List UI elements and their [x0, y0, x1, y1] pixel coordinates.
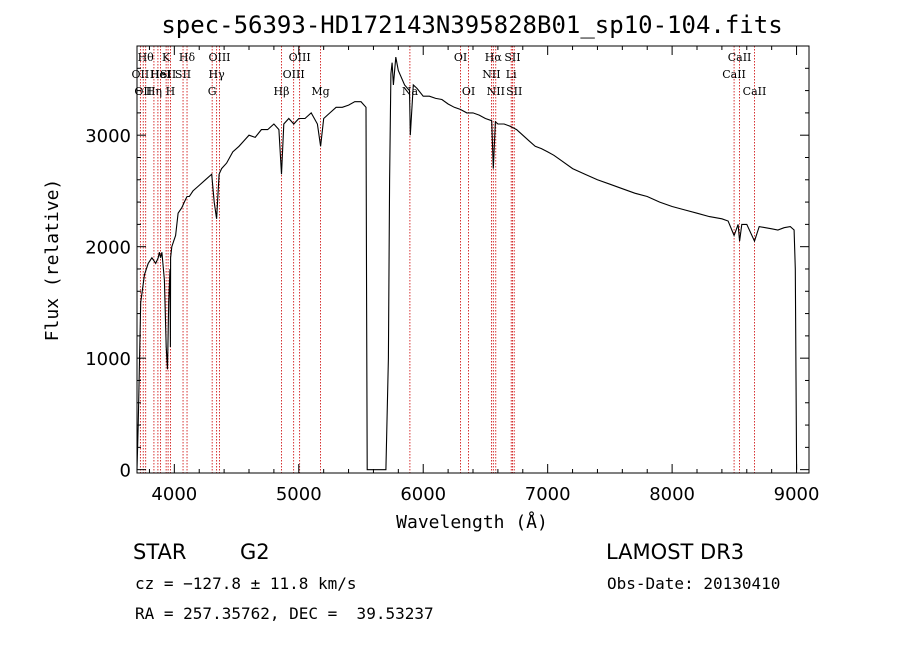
marker-label-28: CaII: [728, 51, 752, 64]
object-class: STAR: [133, 540, 187, 564]
marker-label-29: CaII: [743, 85, 767, 98]
marker-label-20: OI: [462, 85, 475, 98]
marker-label-11: G: [208, 85, 217, 98]
y-axis-ticks: 0 1000 2000 3000: [85, 67, 809, 482]
x-tick-label-4: 8000: [649, 484, 695, 505]
marker-label-23: NII: [487, 85, 505, 98]
x-tick-label-2: 6000: [400, 484, 446, 505]
x-axis-ticks: 4000 5000 6000 7000 8000 9000: [148, 46, 820, 505]
x-tick-label-1: 5000: [276, 484, 322, 505]
survey-name: LAMOST DR3: [606, 540, 745, 564]
coordinates: RA = 257.35762, DEC = 39.53237: [135, 604, 434, 623]
marker-label-16: OIII: [289, 51, 311, 64]
marker-label-9: SII: [175, 68, 191, 81]
marker-label-25: SII: [504, 51, 520, 64]
y-tick-label-0: 0: [120, 461, 131, 482]
marker-label-8: H: [166, 85, 176, 98]
marker-label-14: Hβ: [274, 85, 290, 98]
marker-label-12: Hγ: [209, 68, 226, 81]
marker-label-10: Hδ: [179, 51, 196, 64]
marker-label-1: OII: [134, 85, 152, 98]
x-axis-label: Wavelength (Å): [396, 511, 548, 533]
marker-label-22: Hα: [485, 51, 503, 64]
line-marker-labels: OIIOIIHθHηHeHeIKSIIHSIIHδGHγOIIIHβOIIIOI…: [132, 51, 767, 98]
marker-label-21: NII: [482, 68, 500, 81]
marker-label-19: OI: [454, 51, 467, 64]
marker-label-7: SII: [160, 68, 176, 81]
subclass: G2: [240, 540, 270, 564]
x-tick-label-5: 9000: [774, 484, 820, 505]
y-tick-label-2: 2000: [85, 238, 131, 259]
marker-label-3: Hη: [146, 85, 162, 98]
obs-date: Obs-Date: 20130410: [607, 574, 781, 593]
marker-label-5: HeI: [150, 68, 170, 81]
redshift-cz: cz = −127.8 ± 11.8 km/s: [135, 574, 357, 593]
y-axis-label: Flux (relative): [42, 179, 63, 342]
marker-label-4: He: [150, 68, 166, 81]
line-markers: [139, 46, 755, 473]
spectrum-series-line: [136, 56, 798, 471]
marker-label-13: OIII: [208, 51, 230, 64]
marker-label-2: Hθ: [138, 51, 155, 64]
marker-label-17: Mg: [311, 85, 329, 98]
marker-label-6: K: [162, 51, 171, 64]
marker-label-27: CaII: [722, 68, 746, 81]
x-tick-label-0: 4000: [151, 484, 197, 505]
marker-label-15: OIII: [283, 68, 305, 81]
chart-title: spec-56393-HD172143N395828B01_sp10-104.f…: [161, 11, 782, 39]
y-tick-label-3: 3000: [85, 126, 131, 147]
y-tick-label-1: 1000: [85, 349, 131, 370]
marker-label-18: Na: [402, 85, 419, 98]
marker-label-26: SII: [506, 85, 522, 98]
marker-label-24: Li: [506, 68, 517, 81]
marker-label-0: OII: [132, 68, 150, 81]
x-tick-label-3: 7000: [525, 484, 571, 505]
plot-frame: [136, 45, 810, 474]
